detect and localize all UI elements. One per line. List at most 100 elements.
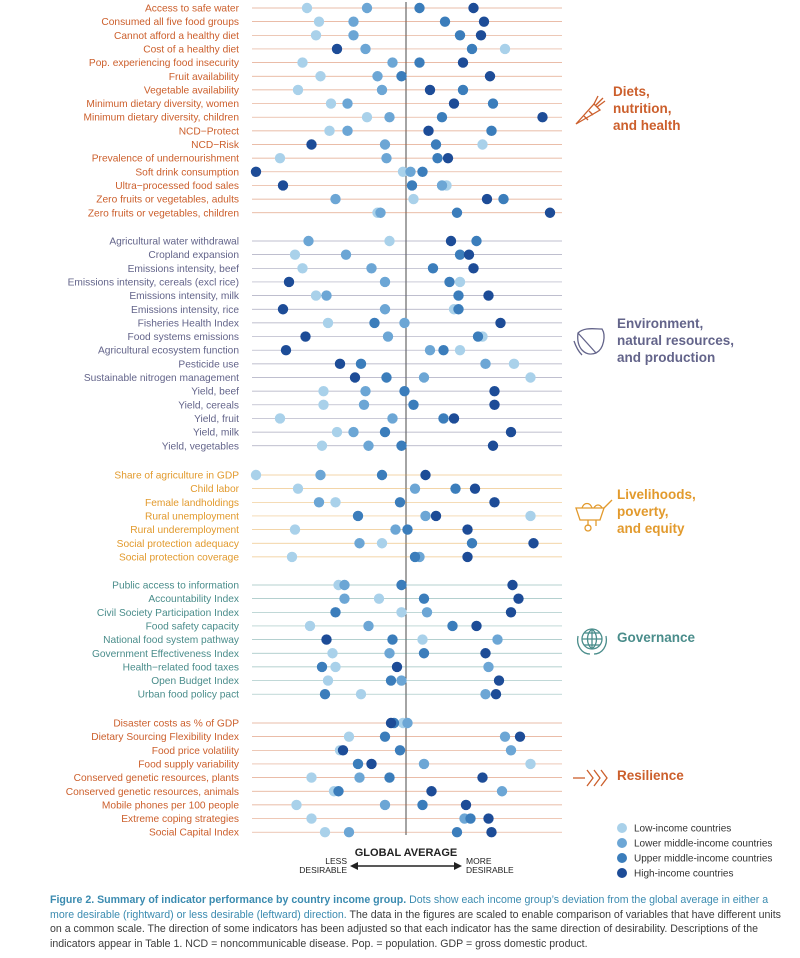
data-point — [464, 249, 474, 259]
data-point — [489, 497, 499, 507]
data-point — [419, 759, 429, 769]
indicator-label: Social protection adequacy — [117, 539, 240, 550]
data-point — [485, 71, 495, 81]
data-point — [330, 497, 340, 507]
data-point — [375, 208, 385, 218]
indicator-label: Food safety capacity — [146, 621, 240, 632]
data-point — [335, 359, 345, 369]
data-point — [453, 304, 463, 314]
data-point — [342, 98, 352, 108]
group-label: nutrition, — [613, 101, 671, 116]
data-point — [353, 759, 363, 769]
indicator-dot-chart: Access to safe waterConsumed all five fo… — [0, 0, 800, 958]
indicator-label: Extreme coping strategies — [121, 814, 239, 825]
indicator-label: Agricultural ecosystem function — [98, 346, 239, 357]
group-label: and production — [617, 350, 715, 365]
data-point — [323, 675, 333, 685]
data-point — [396, 607, 406, 617]
data-point — [326, 98, 336, 108]
data-point — [482, 194, 492, 204]
legend-label: High-income countries — [634, 869, 734, 880]
data-point — [366, 263, 376, 273]
data-point — [414, 57, 424, 67]
data-point — [419, 372, 429, 382]
data-point — [362, 3, 372, 13]
data-point — [380, 427, 390, 437]
data-point — [420, 470, 430, 480]
data-point — [449, 98, 459, 108]
data-point — [344, 827, 354, 837]
indicator-label: Fruit availability — [169, 72, 240, 83]
data-point — [383, 331, 393, 341]
data-point — [477, 772, 487, 782]
wheelbarrow-icon — [576, 500, 612, 531]
group-label: poverty, — [617, 504, 669, 519]
indicator-label: Ultra−processed food sales — [115, 181, 239, 192]
data-point — [444, 277, 454, 287]
data-point — [332, 44, 342, 54]
arrow-left-head — [350, 862, 358, 870]
data-point — [426, 786, 436, 796]
group-label: Diets, — [613, 84, 650, 99]
data-point — [392, 662, 402, 672]
data-point — [372, 71, 382, 81]
data-point — [318, 386, 328, 396]
data-point — [462, 524, 472, 534]
data-point — [408, 194, 418, 204]
data-point — [494, 675, 504, 685]
data-point — [320, 689, 330, 699]
data-point — [399, 318, 409, 328]
data-point — [455, 345, 465, 355]
indicator-label: Emissions intensity, milk — [129, 291, 240, 302]
chevrons-right-icon — [573, 770, 607, 786]
data-point — [405, 167, 415, 177]
data-point — [306, 813, 316, 823]
data-point — [498, 194, 508, 204]
indicator-label: Share of agriculture in GDP — [114, 471, 239, 482]
data-point — [360, 44, 370, 54]
indicator-label: Social Capital Index — [149, 828, 239, 839]
group-label: Livelihoods, — [617, 487, 696, 502]
data-point — [384, 236, 394, 246]
data-point — [380, 731, 390, 741]
data-point — [480, 648, 490, 658]
data-point — [353, 511, 363, 521]
data-point — [425, 85, 435, 95]
data-point — [315, 71, 325, 81]
data-point — [431, 139, 441, 149]
indicator-label: Yield, beef — [191, 387, 239, 398]
group-label: and health — [613, 118, 681, 133]
legend-marker — [617, 868, 627, 878]
data-point — [314, 16, 324, 26]
arrow-right-head — [454, 862, 462, 870]
data-point — [275, 413, 285, 423]
global-average-label: GLOBAL AVERAGE — [355, 847, 457, 859]
data-point — [471, 236, 481, 246]
indicator-label: Cropland expansion — [148, 250, 239, 261]
data-point — [476, 30, 486, 40]
data-point — [525, 372, 535, 382]
globe-icon — [578, 629, 607, 654]
data-point — [509, 359, 519, 369]
data-point — [293, 85, 303, 95]
data-point — [507, 580, 517, 590]
data-point — [327, 648, 337, 658]
data-point — [414, 3, 424, 13]
indicator-label: Yield, cereals — [178, 400, 239, 411]
indicator-label: Public access to information — [112, 581, 239, 592]
data-point — [278, 180, 288, 190]
data-point — [495, 318, 505, 328]
indicator-label: Vegetable availability — [144, 85, 240, 96]
data-point — [396, 441, 406, 451]
indicator-label: Emissions intensity, rice — [131, 305, 239, 316]
data-point — [356, 689, 366, 699]
data-point — [356, 359, 366, 369]
data-point — [467, 44, 477, 54]
data-point — [438, 345, 448, 355]
data-point — [278, 304, 288, 314]
data-point — [455, 277, 465, 287]
data-point — [348, 16, 358, 26]
data-point — [492, 634, 502, 644]
data-point — [528, 538, 538, 548]
data-point — [330, 194, 340, 204]
